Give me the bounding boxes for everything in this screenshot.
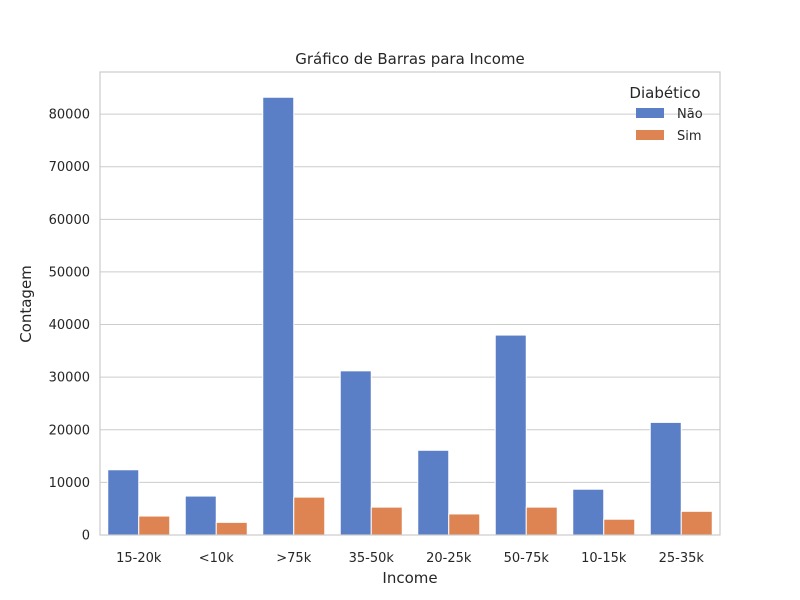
- legend-swatch-nao: [636, 108, 664, 118]
- bar-sim: [370, 506, 403, 536]
- x-tick-label: <10k: [199, 551, 234, 566]
- bar-nao: [339, 370, 372, 536]
- legend-label-nao: Não: [677, 107, 703, 122]
- y-axis-label: Contagem: [17, 265, 35, 343]
- bar-nao: [417, 449, 450, 536]
- bar-sim: [293, 496, 326, 536]
- bar-sim: [525, 506, 558, 536]
- y-tick-label: 60000: [49, 213, 90, 228]
- bar-nao: [107, 469, 140, 536]
- x-tick-label: 50-75k: [504, 551, 550, 566]
- x-tick-label: 15-20k: [116, 551, 162, 566]
- bars: [107, 96, 713, 536]
- legend-label-sim: Sim: [677, 129, 702, 144]
- bar-sim: [603, 518, 636, 536]
- bar-sim: [215, 521, 248, 536]
- bar-sim: [680, 510, 713, 536]
- x-tick-labels: 15-20k <10k >75k 35-50k 20-25k 50-75k 10-15k 25…: [116, 551, 704, 566]
- bar-nao: [494, 334, 527, 536]
- bar-sim: [138, 515, 171, 536]
- x-tick-label: 20-25k: [426, 551, 472, 566]
- bar-nao: [262, 96, 295, 536]
- legend-swatch-sim: [636, 130, 664, 140]
- y-tick-label: 10000: [49, 476, 90, 491]
- y-tick-label: 50000: [49, 265, 90, 280]
- x-tick-label: 25-35k: [659, 551, 705, 566]
- y-tick-label: 20000: [49, 423, 90, 438]
- bar-nao: [184, 495, 217, 536]
- y-tick-labels: 0 10000 20000 30000 40000 50000 60000 70000 8000…: [49, 108, 90, 544]
- legend-title: Diabético: [629, 84, 700, 102]
- bar-nao: [649, 421, 682, 536]
- plot-frame: [99, 71, 721, 536]
- x-tick-label: 35-50k: [349, 551, 395, 566]
- bar-nao: [572, 488, 605, 536]
- y-tick-label: 0: [82, 529, 90, 544]
- bar-sim: [448, 513, 481, 536]
- y-tick-label: 70000: [49, 160, 90, 175]
- legend: Diabético Não Sim: [629, 84, 702, 144]
- x-axis-label: Income: [382, 569, 437, 587]
- x-tick-label: >75k: [276, 551, 311, 566]
- y-tick-label: 40000: [49, 318, 90, 333]
- y-tick-label: 80000: [49, 108, 90, 123]
- y-tick-label: 30000: [49, 371, 90, 386]
- x-tick-label: 10-15k: [581, 551, 627, 566]
- chart-title: Gráfico de Barras para Income: [295, 50, 525, 68]
